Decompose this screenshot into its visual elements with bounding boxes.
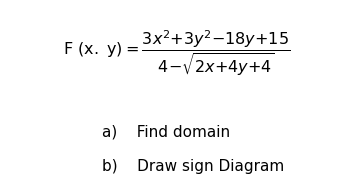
Text: a)    Find domain: a) Find domain (102, 125, 230, 140)
Text: b)    Draw sign Diagram: b) Draw sign Diagram (102, 159, 284, 174)
Text: $\mathrm{F\ (x.\ y)} = \dfrac{3x^2{+}3y^2{-}18y{+}15}{4{-}\sqrt{2x{+}4y{+}4}}$: $\mathrm{F\ (x.\ y)} = \dfrac{3x^2{+}3y^… (63, 28, 290, 78)
